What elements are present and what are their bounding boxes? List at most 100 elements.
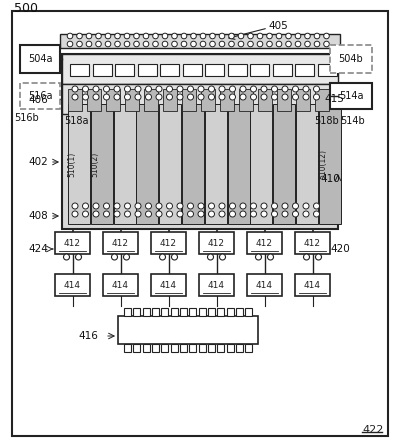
Circle shape — [82, 86, 88, 92]
Circle shape — [124, 41, 130, 47]
Circle shape — [96, 41, 101, 47]
Text: 412: 412 — [256, 238, 273, 247]
Bar — [318, 64, 336, 76]
Text: 408: 408 — [28, 211, 48, 221]
Text: 412: 412 — [64, 238, 81, 247]
Bar — [106, 89, 120, 111]
Circle shape — [177, 203, 183, 209]
Circle shape — [160, 254, 166, 260]
Bar — [199, 232, 234, 254]
Circle shape — [112, 254, 118, 260]
Circle shape — [104, 211, 110, 217]
Circle shape — [282, 86, 288, 92]
Bar — [103, 274, 138, 296]
Bar — [201, 89, 215, 111]
Circle shape — [124, 33, 130, 39]
Text: 510(1): 510(1) — [68, 151, 76, 177]
Circle shape — [177, 211, 183, 217]
Bar — [118, 316, 258, 344]
Bar — [245, 344, 252, 352]
Text: 405: 405 — [268, 21, 288, 31]
Text: 414: 414 — [304, 281, 321, 289]
Circle shape — [188, 86, 194, 92]
Bar — [295, 64, 314, 76]
Bar — [330, 45, 372, 73]
Text: 412: 412 — [112, 238, 129, 247]
Circle shape — [124, 94, 130, 100]
Text: 422: 422 — [362, 425, 383, 435]
Circle shape — [314, 86, 320, 92]
Bar — [87, 89, 101, 111]
Circle shape — [272, 203, 278, 209]
Circle shape — [105, 41, 111, 47]
Text: 504b: 504b — [339, 54, 363, 64]
Circle shape — [114, 211, 120, 217]
Bar — [142, 344, 150, 352]
Bar — [220, 89, 234, 111]
Circle shape — [220, 254, 226, 260]
Circle shape — [93, 86, 99, 92]
Circle shape — [177, 86, 183, 92]
Text: 414: 414 — [160, 281, 177, 289]
Circle shape — [219, 41, 225, 47]
Bar — [161, 344, 168, 352]
Bar — [170, 308, 178, 316]
Circle shape — [134, 33, 139, 39]
Circle shape — [324, 41, 329, 47]
Text: 504a: 504a — [28, 54, 52, 64]
Circle shape — [240, 211, 246, 217]
Bar — [170, 344, 178, 352]
Circle shape — [230, 211, 236, 217]
Circle shape — [303, 94, 309, 100]
Circle shape — [124, 211, 130, 217]
Circle shape — [115, 33, 120, 39]
Circle shape — [77, 33, 82, 39]
Text: 510(2): 510(2) — [90, 151, 99, 177]
Bar — [152, 308, 159, 316]
Circle shape — [250, 211, 256, 217]
Circle shape — [166, 203, 172, 209]
Circle shape — [208, 211, 214, 217]
Circle shape — [191, 33, 196, 39]
Circle shape — [272, 94, 278, 100]
Bar — [236, 308, 243, 316]
Text: 402: 402 — [28, 157, 48, 167]
Circle shape — [104, 86, 110, 92]
Circle shape — [230, 86, 236, 92]
Bar — [239, 89, 253, 111]
Text: 420: 420 — [330, 244, 350, 254]
Circle shape — [208, 203, 214, 209]
Circle shape — [135, 211, 141, 217]
Bar — [245, 308, 252, 316]
Circle shape — [261, 211, 267, 217]
Text: 514a: 514a — [339, 91, 363, 101]
Circle shape — [86, 33, 92, 39]
Circle shape — [153, 41, 158, 47]
Circle shape — [272, 86, 278, 92]
Bar — [133, 308, 140, 316]
Bar — [68, 104, 90, 224]
Bar — [250, 104, 272, 224]
Bar — [180, 308, 187, 316]
Circle shape — [198, 211, 204, 217]
Bar — [319, 104, 341, 224]
Circle shape — [314, 94, 320, 100]
Bar — [199, 274, 234, 296]
Bar — [62, 54, 338, 84]
Bar — [182, 89, 196, 111]
Circle shape — [248, 41, 253, 47]
Circle shape — [240, 203, 246, 209]
Circle shape — [240, 86, 246, 92]
Text: 412: 412 — [304, 238, 321, 247]
Bar — [296, 89, 310, 111]
Circle shape — [314, 41, 320, 47]
Bar — [125, 89, 139, 111]
Bar — [142, 308, 150, 316]
Circle shape — [261, 203, 267, 209]
Bar — [189, 344, 196, 352]
Circle shape — [292, 94, 298, 100]
Circle shape — [282, 203, 288, 209]
Circle shape — [146, 211, 152, 217]
Circle shape — [156, 86, 162, 92]
Bar — [133, 344, 140, 352]
